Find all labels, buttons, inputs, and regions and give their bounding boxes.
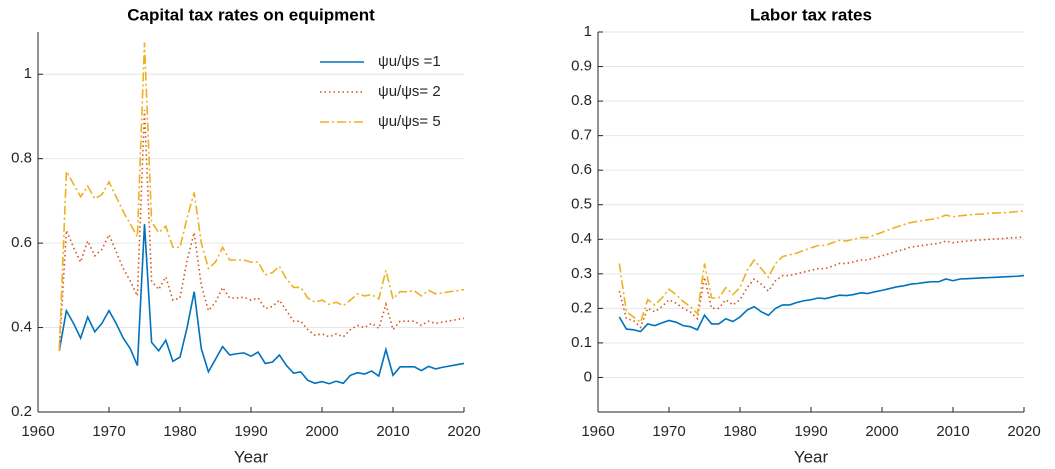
y-tick-label: 0.2 <box>11 403 32 420</box>
y-tick-label: 0 <box>584 368 592 385</box>
series-line <box>58 224 465 385</box>
y-tick-label: 0.4 <box>571 230 592 247</box>
y-tick-label: 0.1 <box>571 334 592 351</box>
y-tick-label: 0.9 <box>571 58 592 75</box>
y-tick-label: 0.7 <box>571 127 592 144</box>
x-tick-label: 1970 <box>652 423 685 440</box>
legend-label: ψu/ψs= 5 <box>378 113 441 130</box>
legend-label: ψu/ψs= 2 <box>378 83 441 100</box>
x-tick-label: 1960 <box>21 423 54 440</box>
x-axis-label: Year <box>794 447 829 466</box>
x-tick-label: 2000 <box>865 423 898 440</box>
x-tick-label: 1990 <box>794 423 827 440</box>
x-tick-label: 1970 <box>92 423 125 440</box>
chart-title: Labor tax rates <box>750 5 872 24</box>
y-tick-label: 0.5 <box>571 196 592 213</box>
legend-label: ψu/ψs =1 <box>378 53 441 70</box>
series-line <box>58 42 465 351</box>
y-tick-label: 0.3 <box>571 265 592 282</box>
y-tick-label: 0.8 <box>571 92 592 109</box>
x-tick-label: 1980 <box>163 423 196 440</box>
series-line <box>618 210 1025 324</box>
x-tick-label: 1980 <box>723 423 756 440</box>
y-tick-label: 1 <box>24 65 32 82</box>
x-tick-label: 2010 <box>376 423 409 440</box>
y-tick-label: 0.6 <box>11 234 32 251</box>
x-tick-label: 1990 <box>234 423 267 440</box>
x-tick-label: 2020 <box>1007 423 1040 440</box>
y-tick-label: 0.8 <box>11 150 32 167</box>
series-line <box>618 274 1025 333</box>
x-tick-label: 2000 <box>305 423 338 440</box>
y-tick-label: 0.6 <box>571 161 592 178</box>
series-line <box>58 110 465 351</box>
series-line <box>618 236 1025 329</box>
x-axis-label: Year <box>234 447 269 466</box>
x-tick-label: 2010 <box>936 423 969 440</box>
y-tick-label: 1 <box>584 23 592 40</box>
y-tick-label: 0.2 <box>571 299 592 316</box>
chart-title: Capital tax rates on equipment <box>127 5 375 24</box>
x-tick-label: 2020 <box>447 423 480 440</box>
x-tick-label: 1960 <box>581 423 614 440</box>
y-tick-label: 0.4 <box>11 319 32 336</box>
